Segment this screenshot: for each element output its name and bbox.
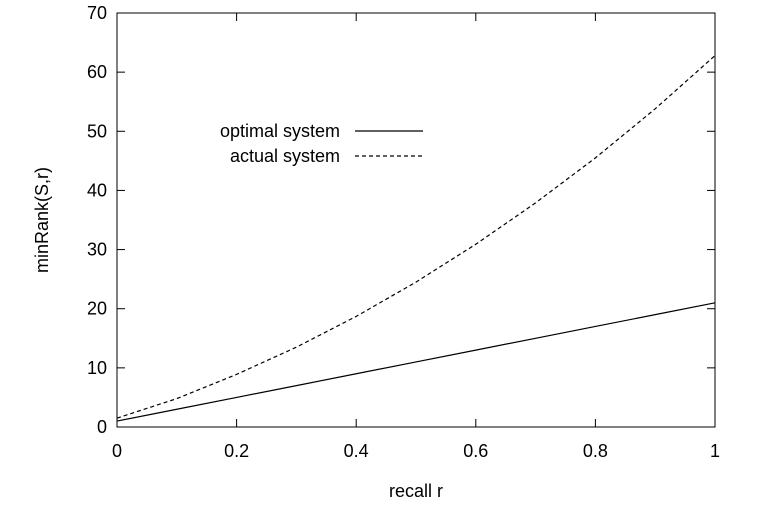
x-tick-label: 1 [710, 441, 720, 461]
y-tick-label: 60 [87, 62, 107, 82]
y-tick-label: 70 [87, 3, 107, 23]
x-tick-label: 0.2 [224, 441, 249, 461]
x-tick-label: 0 [112, 441, 122, 461]
legend-label: actual system [230, 146, 340, 166]
x-tick-label: 0.4 [344, 441, 369, 461]
legend-label: optimal system [220, 121, 340, 141]
y-tick-label: 30 [87, 240, 107, 260]
x-tick-label: 0.6 [463, 441, 488, 461]
series-lines [116, 55, 716, 422]
y-axis-title: minRank(S,r) [32, 167, 52, 273]
y-tick-label: 10 [87, 358, 107, 378]
y-tick-label: 50 [87, 121, 107, 141]
optimal-system-line [116, 302, 716, 422]
axis-ticks [116, 12, 716, 428]
x-axis-title: recall r [389, 481, 443, 501]
y-tick-label: 20 [87, 299, 107, 319]
y-tick-label: 40 [87, 180, 107, 200]
x-tick-label: 0.8 [583, 441, 608, 461]
actual-system-line [116, 55, 716, 419]
legend: optimal system actual system [220, 121, 423, 166]
y-tick-label: 0 [97, 417, 107, 437]
plot-area-frame [116, 12, 716, 428]
